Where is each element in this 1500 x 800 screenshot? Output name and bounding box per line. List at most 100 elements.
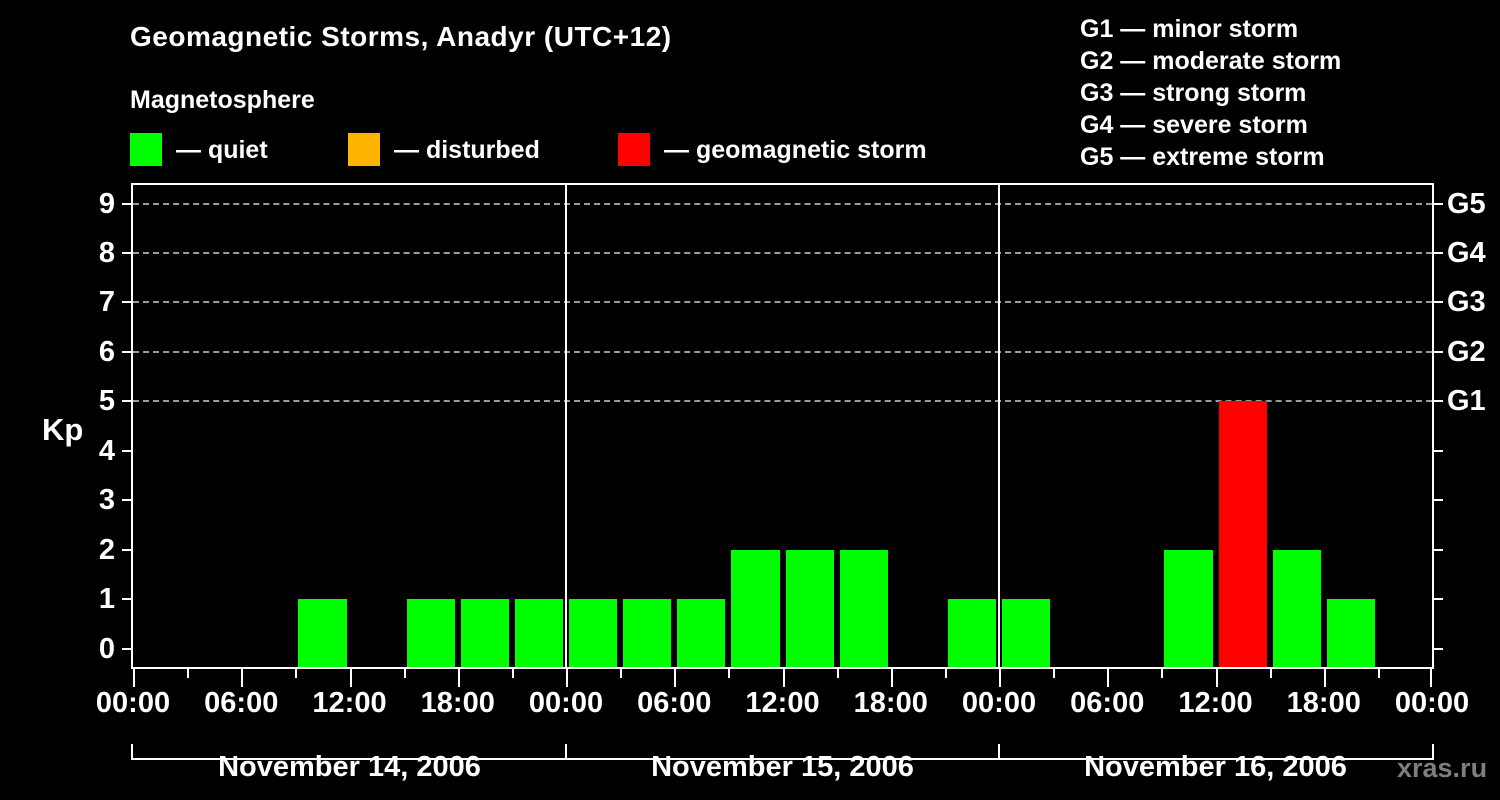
g-level-label: G5 bbox=[1447, 187, 1486, 220]
x-minor-tick bbox=[1269, 667, 1272, 678]
x-minor-tick bbox=[187, 667, 190, 678]
right-axis-tick bbox=[1434, 350, 1443, 353]
kp-bar bbox=[460, 599, 509, 667]
kp-bar bbox=[1272, 549, 1321, 667]
g-legend-item: G2 — moderate storm bbox=[1080, 47, 1342, 75]
x-tick-label: 00:00 bbox=[961, 687, 1037, 719]
watermark: xras.ru bbox=[1397, 753, 1488, 783]
y-tick-label: 0 bbox=[98, 632, 115, 665]
x-major-tick bbox=[241, 667, 244, 687]
gridline-kp6 bbox=[133, 350, 1432, 353]
y-tick-label: 5 bbox=[98, 385, 115, 418]
x-major-tick bbox=[674, 667, 677, 687]
y-tick-label: 6 bbox=[98, 335, 115, 368]
x-tick-label: 18:00 bbox=[1286, 687, 1361, 719]
x-major-tick bbox=[1430, 667, 1432, 687]
kp-bar bbox=[785, 549, 834, 667]
bracket-tick bbox=[564, 744, 567, 760]
y-tick-label: 3 bbox=[98, 484, 115, 517]
x-major-tick bbox=[133, 667, 135, 687]
y-axis-tick bbox=[122, 449, 131, 452]
x-tick-label: 18:00 bbox=[420, 687, 495, 719]
g-level-label: G3 bbox=[1447, 286, 1486, 319]
y-tick-label: 2 bbox=[98, 533, 115, 566]
kp-bar bbox=[839, 549, 888, 667]
kp-bar bbox=[569, 599, 618, 667]
kp-bar bbox=[1218, 401, 1267, 667]
disturbed-swatch bbox=[348, 133, 380, 166]
y-axis-tick bbox=[122, 647, 131, 650]
legend-label-storm: — geomagnetic storm bbox=[664, 136, 927, 164]
x-tick-label: 06:00 bbox=[1070, 687, 1145, 719]
kp-bar bbox=[1164, 549, 1213, 667]
bracket-tick bbox=[131, 744, 133, 760]
legend-item-quiet: — quiet bbox=[130, 133, 450, 167]
legend-item-storm: — geomagnetic storm bbox=[618, 133, 938, 167]
x-major-tick bbox=[457, 667, 460, 687]
x-major-tick bbox=[1107, 667, 1110, 687]
quiet-swatch bbox=[130, 133, 162, 166]
x-tick-label: 00:00 bbox=[528, 687, 604, 719]
kp-bar bbox=[1002, 599, 1051, 667]
date-label: November 15, 2006 bbox=[651, 751, 914, 783]
right-axis-tick bbox=[1434, 499, 1443, 502]
chart-subtitle: Magnetosphere bbox=[130, 86, 315, 114]
g-legend-item: G5 — extreme storm bbox=[1080, 143, 1325, 171]
g-legend-item: G4 — severe storm bbox=[1080, 111, 1308, 139]
x-minor-tick bbox=[403, 667, 406, 678]
right-axis-tick bbox=[1434, 400, 1443, 403]
x-tick-label: 06:00 bbox=[204, 687, 279, 719]
right-axis-tick bbox=[1434, 301, 1443, 304]
date-label: November 14, 2006 bbox=[218, 751, 481, 783]
x-major-tick bbox=[999, 667, 1001, 687]
x-major-tick bbox=[566, 667, 568, 687]
bracket-line bbox=[131, 758, 1434, 760]
date-label: November 16, 2006 bbox=[1084, 751, 1347, 783]
y-axis-tick bbox=[122, 598, 131, 601]
gridline-kp7 bbox=[133, 301, 1432, 304]
right-axis-tick bbox=[1434, 548, 1443, 551]
g-level-label: G1 bbox=[1447, 385, 1486, 418]
kp-bar bbox=[947, 599, 996, 667]
g-level-label: G4 bbox=[1447, 236, 1486, 269]
kp-bar bbox=[677, 599, 726, 667]
bracket-tick bbox=[998, 744, 1001, 760]
x-minor-tick bbox=[836, 667, 839, 678]
y-axis-tick bbox=[122, 301, 131, 304]
right-axis-tick bbox=[1434, 202, 1443, 205]
x-major-tick bbox=[1323, 667, 1326, 687]
legend-label-disturbed: — disturbed bbox=[394, 136, 540, 164]
y-axis-tick bbox=[122, 202, 131, 205]
y-tick-label: 7 bbox=[98, 286, 115, 319]
x-major-tick bbox=[349, 667, 352, 687]
x-tick-label: 12:00 bbox=[312, 687, 387, 719]
x-major-tick bbox=[782, 667, 785, 687]
chart-title: Geomagnetic Storms, Anadyr (UTC+12) bbox=[130, 21, 672, 52]
x-tick-label: 12:00 bbox=[1178, 687, 1253, 719]
y-tick-label: 1 bbox=[98, 583, 115, 616]
y-tick-label: 9 bbox=[98, 187, 115, 220]
x-minor-tick bbox=[1053, 667, 1056, 678]
x-tick-label: 12:00 bbox=[745, 687, 820, 719]
kp-bar bbox=[406, 599, 455, 667]
y-axis-tick bbox=[122, 350, 131, 353]
legend-label-quiet: — quiet bbox=[176, 136, 268, 164]
x-tick-label: 00:00 bbox=[95, 687, 171, 719]
x-minor-tick bbox=[620, 667, 623, 678]
x-axis-labels: 00:00 06:00 12:00 18:00 00:00 06:00 12:00 18:00… bbox=[0, 687, 1500, 719]
x-minor-tick bbox=[1377, 667, 1380, 678]
right-axis-tick bbox=[1434, 647, 1443, 650]
gridline-kp8 bbox=[133, 251, 1432, 254]
x-minor-tick bbox=[511, 667, 514, 678]
y-axis-tick bbox=[122, 251, 131, 254]
legend-item-disturbed: — disturbed bbox=[348, 133, 668, 167]
y-axis-tick bbox=[122, 499, 131, 502]
right-axis-tick bbox=[1434, 598, 1443, 601]
y-tick-label: 8 bbox=[98, 236, 115, 269]
x-tick-label: 06:00 bbox=[637, 687, 712, 719]
g-level-label: G2 bbox=[1447, 335, 1486, 368]
date-bracket bbox=[131, 744, 1434, 760]
g-legend-item: G3 — strong storm bbox=[1080, 79, 1307, 107]
legend: — quiet — disturbed — geomagnetic storm bbox=[0, 133, 1500, 167]
x-major-tick bbox=[890, 667, 893, 687]
